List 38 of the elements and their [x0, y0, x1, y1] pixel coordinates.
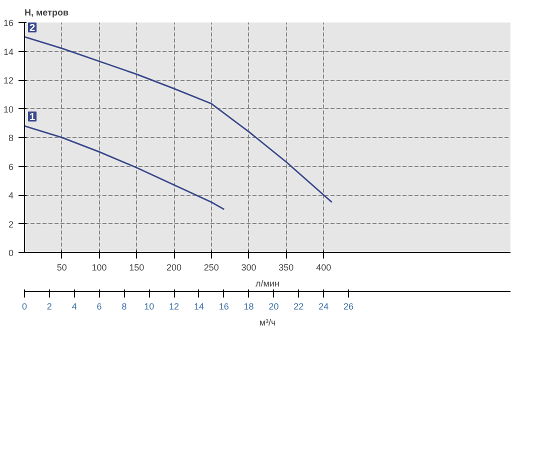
line-series [24, 125, 225, 210]
x-tick-label: 150 [129, 262, 144, 272]
y-tick-label: 14 [3, 46, 14, 57]
x2-tick-label: 14 [194, 302, 204, 312]
x2-tick-label: 26 [343, 302, 354, 312]
y-tick-label: 16 [3, 18, 14, 28]
y-tick-label: 10 [3, 104, 14, 114]
y-axis-title: Н, метров [24, 8, 69, 18]
y-tick-label: 2 [8, 219, 14, 230]
x-tick-label: 100 [92, 262, 107, 272]
x-tick-label: 50 [56, 262, 67, 272]
x-tick-label: 400 [316, 262, 332, 272]
x2-tick-label: 22 [294, 302, 304, 312]
series-label: 2 [30, 22, 36, 34]
y-tick-label: 0 [8, 248, 14, 258]
x2-tick-label: 16 [218, 302, 229, 312]
y-tick-label: 8 [8, 133, 14, 143]
x2-tick-label: 6 [96, 302, 102, 312]
x2-axis-title: м³/ч [259, 318, 276, 328]
line-series [24, 36, 333, 203]
x2-tick-label: 2 [46, 302, 52, 312]
x-tick-label: 300 [241, 262, 256, 272]
x2-tick-label: 24 [318, 302, 329, 312]
y-tick-label: 6 [8, 162, 14, 172]
x2-tick-label: 12 [169, 302, 180, 312]
x-tick-label: 350 [278, 262, 294, 272]
x2-tick-label: 0 [22, 302, 28, 312]
series-label: 1 [30, 112, 36, 123]
x2-tick-label: 18 [244, 302, 254, 312]
y-tick-label: 12 [3, 76, 14, 86]
x2-tick-label: 20 [268, 302, 279, 312]
x-axis-title: л/мин [256, 278, 280, 288]
y-tick-label: 4 [8, 190, 14, 200]
x2-tick-label: 4 [72, 302, 77, 312]
x2-tick-label: 10 [144, 302, 154, 312]
x-tick-label: 200 [166, 262, 182, 272]
x2-tick-label: 8 [122, 302, 127, 312]
x-tick-label: 250 [204, 262, 219, 272]
